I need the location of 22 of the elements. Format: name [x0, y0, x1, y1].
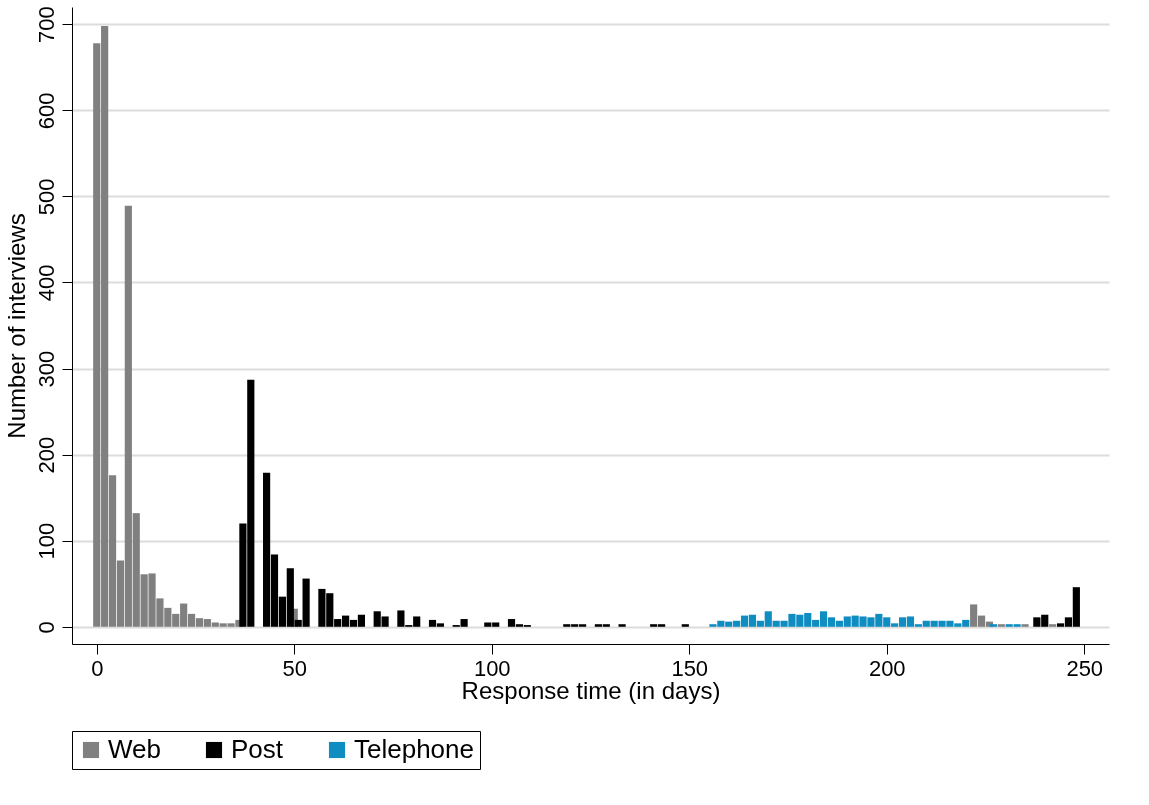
- bar: [681, 624, 689, 627]
- x-tick-label: 0: [91, 655, 104, 681]
- x-tick-label: 50: [282, 655, 307, 681]
- bar: [989, 624, 997, 627]
- legend-label: Web: [108, 734, 161, 764]
- y-tick-label: 600: [33, 92, 59, 130]
- y-tick-label: 700: [33, 6, 59, 44]
- y-tick-label: 300: [33, 350, 59, 388]
- bar: [1049, 624, 1057, 627]
- x-tick-label: 200: [868, 655, 906, 681]
- y-tick-label: 100: [33, 522, 59, 560]
- x-tick-label: 250: [1066, 655, 1104, 681]
- y-axis-title: Number of interviews: [2, 213, 30, 439]
- legend-label: Post: [231, 734, 284, 764]
- y-tick-label: 500: [33, 178, 59, 216]
- bar: [618, 624, 626, 627]
- legend-label: Telephone: [354, 734, 474, 764]
- y-tick-label: 0: [33, 621, 59, 634]
- bar: [1021, 624, 1029, 627]
- y-tick-label: 200: [33, 436, 59, 474]
- bar: [997, 624, 1005, 627]
- y-tick-label: 400: [33, 264, 59, 302]
